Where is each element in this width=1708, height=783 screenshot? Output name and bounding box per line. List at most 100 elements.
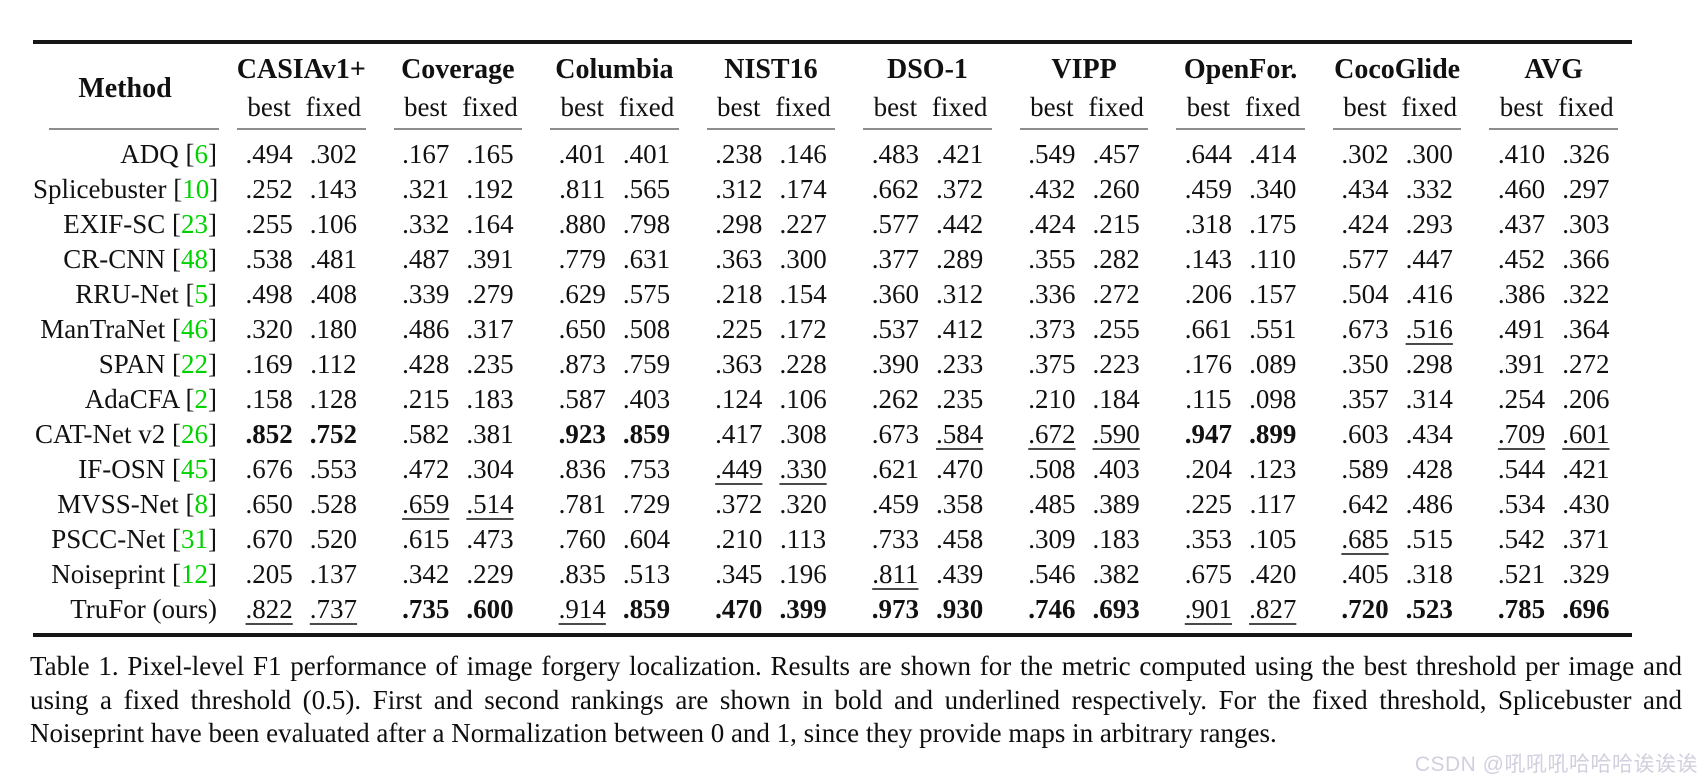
score-cell-group: .428 .235 xyxy=(380,347,537,382)
best-fixed-values: .372 .320 xyxy=(707,489,836,520)
score-cell-group: .914 .859 xyxy=(536,592,693,635)
score-cell-group: .225 .172 xyxy=(693,312,850,347)
score-cell-group: .504 .416 xyxy=(1319,277,1476,312)
f1-value: .449 xyxy=(715,454,763,484)
f1-value: .172 xyxy=(779,314,827,344)
score-cell-group: .424 .293 xyxy=(1319,207,1476,242)
table-row: AdaCFA [2] .158.128.215.183.587.403.124.1… xyxy=(33,382,1632,417)
best-fixed-values: .342 .229 xyxy=(394,559,523,590)
best-fixed-values: .538 .481 xyxy=(237,244,366,275)
best-fixed-values: .577 .447 xyxy=(1333,244,1462,275)
score-cell-group: .377 .289 xyxy=(849,242,1006,277)
f1-value: .675 xyxy=(1184,559,1233,589)
best-fixed-values: .537 .412 xyxy=(863,314,992,345)
f1-value: .205 xyxy=(245,559,293,589)
f1-value: .852 xyxy=(245,419,293,449)
score-cell-group: .873 .759 xyxy=(536,347,693,382)
f1-value: .659 xyxy=(402,489,450,519)
best-fixed-values: .785 .696 xyxy=(1489,594,1618,625)
f1-value: .417 xyxy=(715,419,763,449)
score-cell-group: .210 .113 xyxy=(693,522,850,557)
score-cell-group: .670 .520 xyxy=(223,522,380,557)
best-fixed-values: .124 .106 xyxy=(707,384,836,415)
f1-value: .434 xyxy=(1341,174,1389,204)
score-cell-group: .781 .729 xyxy=(536,487,693,522)
method-name: Splicebuster xyxy=(33,174,167,204)
method-name: TruFor (ours) xyxy=(70,594,217,624)
best-fixed-values: .546 .382 xyxy=(1020,559,1149,590)
score-cell-group: .210 .184 xyxy=(1006,382,1163,417)
method-name: RRU-Net xyxy=(75,279,179,309)
subcolumn-header-row: best fixed best fixed best fixed best fixed best… xyxy=(33,92,1632,130)
f1-value: .357 xyxy=(1341,384,1389,414)
f1-value: .491 xyxy=(1497,314,1546,344)
score-cell-group: .434 .332 xyxy=(1319,172,1476,207)
best-fixed-values: .779 .631 xyxy=(550,244,679,275)
best-fixed-pair: best fixed xyxy=(863,92,992,130)
score-cell-group: .321 .192 xyxy=(380,172,537,207)
best-fixed-values: .115 .098 xyxy=(1176,384,1305,415)
best-label: best xyxy=(1030,92,1074,122)
best-fixed-values: .947 .899 xyxy=(1176,419,1305,450)
f1-value: .528 xyxy=(309,489,358,519)
score-cell-group: .355 .282 xyxy=(1006,242,1163,277)
score-cell-group: .498 .408 xyxy=(223,277,380,312)
table-row: CR-CNN [48] .538 .481 .487 .391 .779 .631 .363.… xyxy=(33,242,1632,277)
f1-value: .670 xyxy=(245,524,293,554)
score-cell-group: .486 .317 xyxy=(380,312,537,347)
dataset-header-avg: AVG xyxy=(1524,54,1583,85)
f1-value: .312 xyxy=(935,279,984,309)
score-cell-group: .472 .304 xyxy=(380,452,537,487)
best-fixed-values: .318 .175 xyxy=(1176,209,1305,240)
f1-value: .272 xyxy=(1092,279,1140,309)
f1-value: .760 xyxy=(558,524,606,554)
best-fixed-values: .735 .600 xyxy=(394,594,523,625)
f1-value: .282 xyxy=(1092,244,1140,274)
table-row: TruFor (ours) .822 .737 .735 .600 .914 .859 .47… xyxy=(33,592,1632,635)
score-cell-group: .836 .753 xyxy=(536,452,693,487)
best-fixed-values: .472 .304 xyxy=(394,454,523,485)
score-cell-group: .391 .272 xyxy=(1475,347,1632,382)
subcolumn-header-group: best fixed xyxy=(693,92,850,130)
f1-value: .183 xyxy=(1092,524,1140,554)
f1-value: .485 xyxy=(1028,489,1076,519)
f1-value: .472 xyxy=(402,454,450,484)
f1-value: .693 xyxy=(1092,594,1140,624)
f1-value: .252 xyxy=(245,174,293,204)
score-cell-group: .483 .421 xyxy=(849,130,1006,172)
f1-value: .322 xyxy=(1562,279,1610,309)
score-cell-group: .542 .371 xyxy=(1475,522,1632,557)
dataset-header-casiav1-: CASIAv1+ xyxy=(236,54,366,85)
f1-value: .650 xyxy=(558,314,606,344)
fixed-label: fixed xyxy=(1244,92,1301,122)
best-fixed-values: .685 .515 xyxy=(1333,524,1462,555)
score-cell-group: .549 .457 xyxy=(1006,130,1163,172)
method-header: Method xyxy=(33,42,223,130)
best-fixed-values: .225 .117 xyxy=(1176,489,1305,520)
score-cell-group: .811 .565 xyxy=(536,172,693,207)
f1-value: .137 xyxy=(309,559,358,589)
f1-value: .326 xyxy=(1562,139,1610,169)
best-fixed-values: .494 .302 xyxy=(237,139,366,170)
best-fixed-values: .534 .430 xyxy=(1489,489,1618,520)
score-cell-group: .449 .330 xyxy=(693,452,850,487)
f1-value: .225 xyxy=(1184,489,1233,519)
f1-value: .262 xyxy=(871,384,919,414)
best-fixed-values: .401 .401 xyxy=(550,139,679,170)
f1-value: .223 xyxy=(1092,349,1140,379)
f1-value: .432 xyxy=(1028,174,1076,204)
f1-value: .215 xyxy=(1092,209,1140,239)
score-cell-group: .582 .381 xyxy=(380,417,537,452)
f1-value: .314 xyxy=(1405,384,1453,414)
f1-value: .551 xyxy=(1249,314,1297,344)
best-fixed-values: .582 .381 xyxy=(394,419,523,450)
f1-value: .390 xyxy=(871,349,919,379)
f1-value: .873 xyxy=(558,349,606,379)
score-cell-group: .676 .553 xyxy=(223,452,380,487)
best-fixed-values: .644 .414 xyxy=(1176,139,1305,170)
f1-value: .350 xyxy=(1341,349,1389,379)
score-cell-group: .672 .590 xyxy=(1006,417,1163,452)
f1-value: .183 xyxy=(466,384,514,414)
f1-value: .494 xyxy=(245,139,293,169)
best-fixed-values: .836 .753 xyxy=(550,454,679,485)
